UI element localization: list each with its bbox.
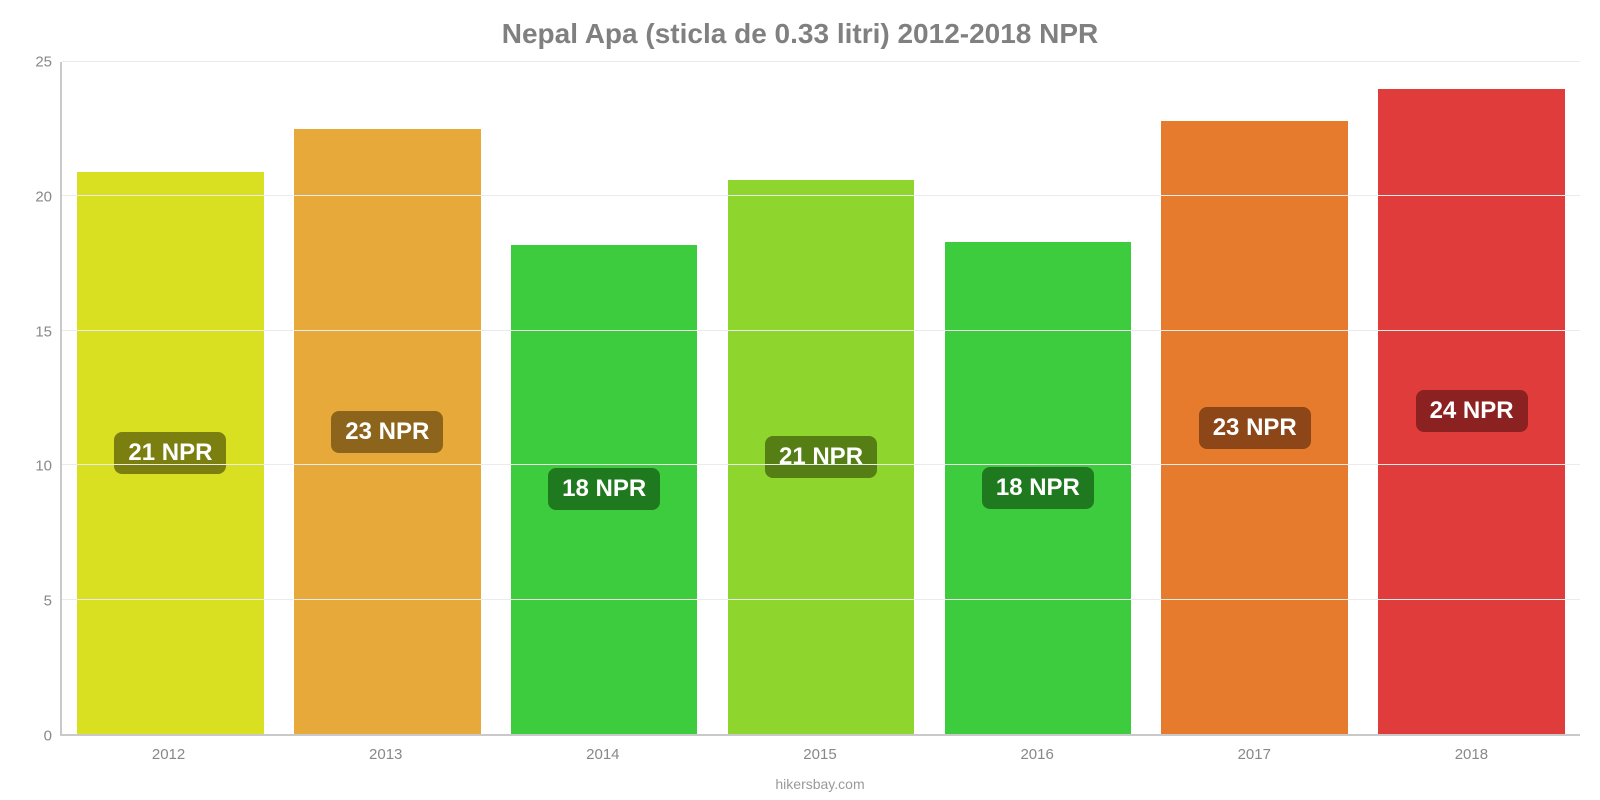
y-tick-label: 25	[35, 54, 52, 71]
bar-slot: 21 NPR	[62, 62, 279, 734]
bar-slot: 21 NPR	[713, 62, 930, 734]
gridline	[62, 61, 1580, 62]
y-tick-label: 10	[35, 458, 52, 475]
y-tick-label: 0	[44, 728, 52, 745]
gridline	[62, 599, 1580, 600]
bar: 23 NPR	[294, 129, 480, 734]
bar-slot: 23 NPR	[279, 62, 496, 734]
bar-slot: 23 NPR	[1146, 62, 1363, 734]
bars-layer: 21 NPR 23 NPR 18 NPR 21 NPR 18 NPR 23 NPR 24 N…	[62, 62, 1580, 734]
x-tick-label: 2015	[711, 736, 928, 776]
x-tick-label: 2013	[277, 736, 494, 776]
plot-row: 0510152025 21 NPR23 NPR18 NPR21 NPR18 NP…	[20, 62, 1580, 736]
bar-value-label: 21 NPR	[765, 436, 877, 478]
bar: 21 NPR	[728, 180, 914, 734]
x-tick-label: 2012	[60, 736, 277, 776]
chart-footer: hikersbay.com	[20, 776, 1580, 800]
bar-value-label: 23 NPR	[331, 411, 443, 453]
bar: 18 NPR	[945, 242, 1131, 734]
plot-area: 21 NPR 23 NPR 18 NPR 21 NPR 18 NPR 23 NPR 24 N…	[60, 62, 1580, 736]
gridline	[62, 195, 1580, 196]
x-axis: 2012201320142015201620172018	[20, 736, 1580, 776]
bar-slot: 18 NPR	[929, 62, 1146, 734]
x-tick-label: 2018	[1363, 736, 1580, 776]
gridline	[62, 464, 1580, 465]
x-tick-label: 2017	[1146, 736, 1363, 776]
y-tick-label: 5	[44, 593, 52, 610]
bar-slot: 18 NPR	[496, 62, 713, 734]
bar-slot: 24 NPR	[1363, 62, 1580, 734]
y-tick-label: 15	[35, 323, 52, 340]
y-tick-label: 20	[35, 188, 52, 205]
bar: 21 NPR	[77, 172, 263, 734]
bar-value-label: 18 NPR	[548, 468, 660, 510]
y-axis: 0510152025	[20, 62, 60, 736]
bar: 23 NPR	[1161, 121, 1347, 734]
chart-title: Nepal Apa (sticla de 0.33 litri) 2012-20…	[20, 0, 1580, 62]
bar-value-label: 18 NPR	[982, 467, 1094, 509]
bar-value-label: 24 NPR	[1416, 390, 1528, 432]
x-tick-label: 2016	[929, 736, 1146, 776]
bar: 18 NPR	[511, 245, 697, 734]
x-tick-label: 2014	[494, 736, 711, 776]
gridline	[62, 330, 1580, 331]
chart-container: Nepal Apa (sticla de 0.33 litri) 2012-20…	[0, 0, 1600, 800]
bar: 24 NPR	[1378, 89, 1564, 734]
bar-value-label: 23 NPR	[1199, 407, 1311, 449]
bar-value-label: 21 NPR	[114, 432, 226, 474]
